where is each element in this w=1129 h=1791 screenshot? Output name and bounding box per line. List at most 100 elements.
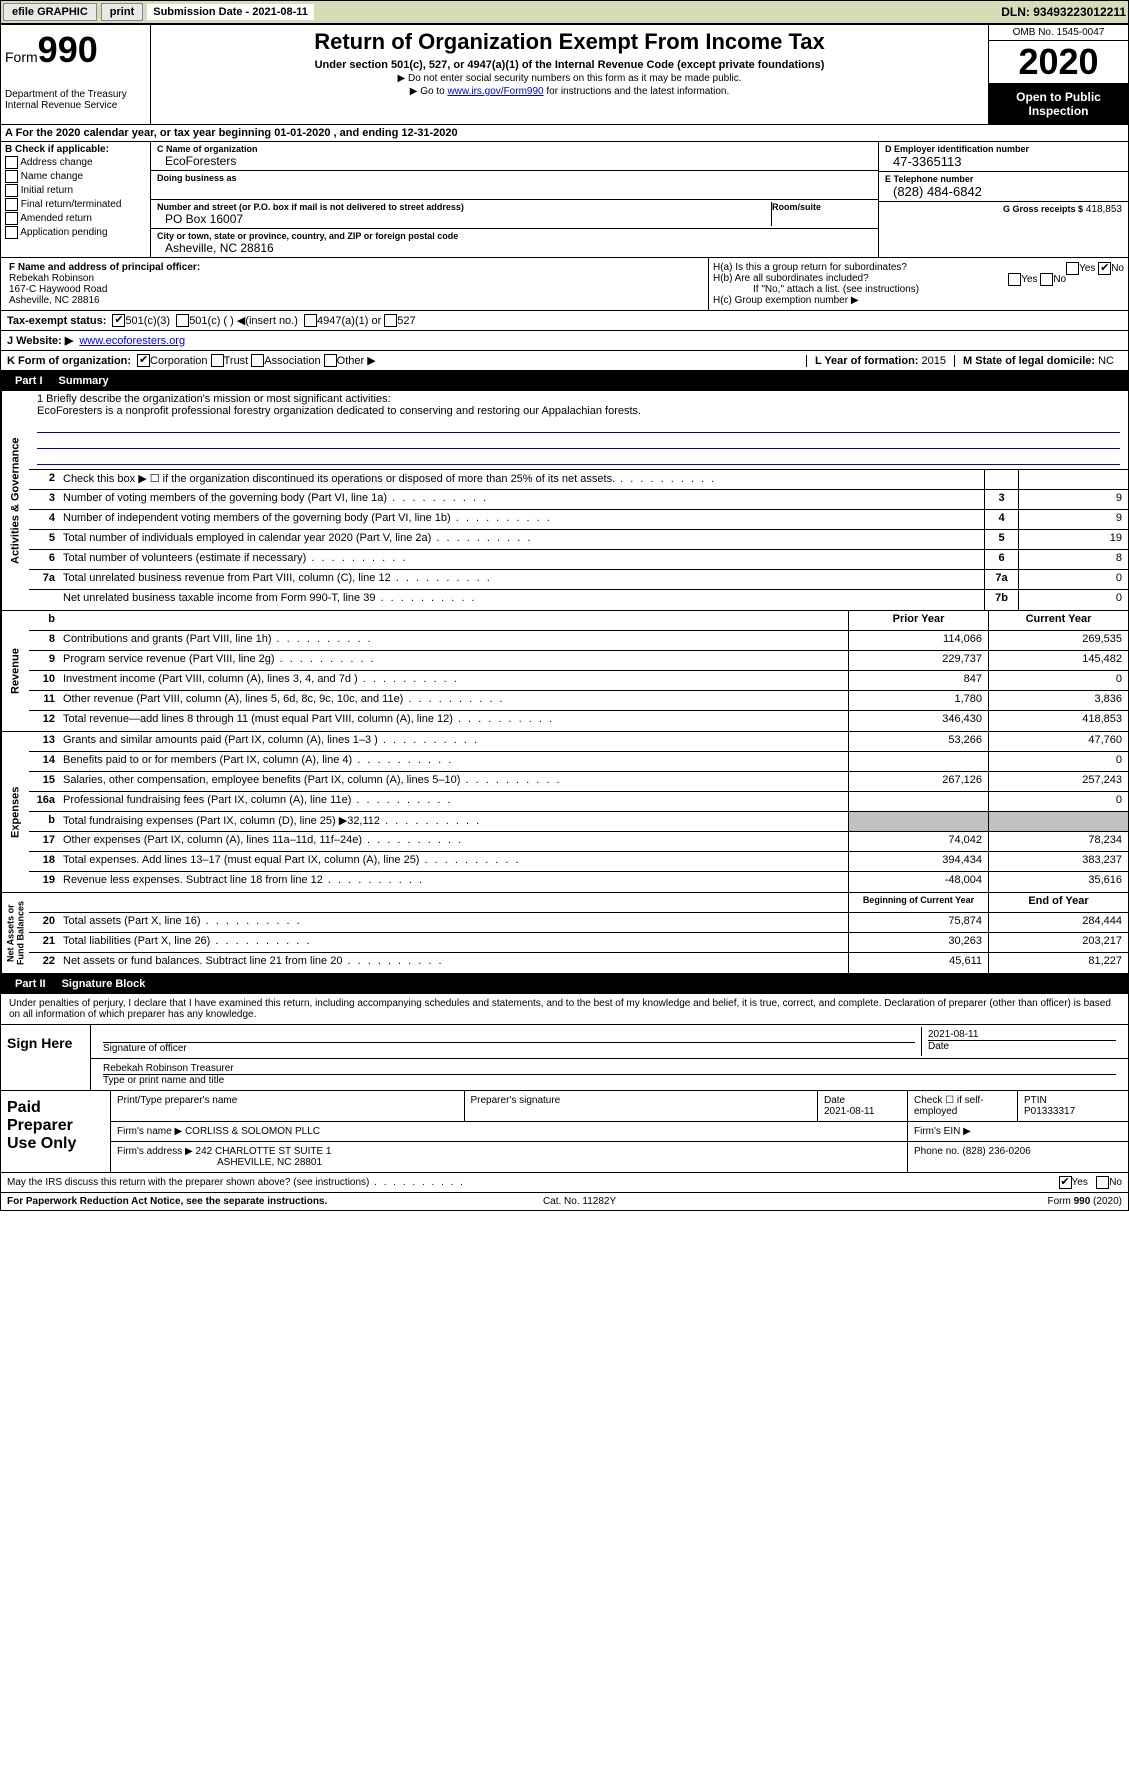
street-label: Number and street (or P.O. box if mail i… (157, 202, 771, 212)
cb-501c3[interactable]: ✔ (112, 314, 125, 327)
end-year-hdr: End of Year (988, 893, 1128, 912)
preparer-name-label: Print/Type preparer's name (111, 1091, 465, 1121)
website-link[interactable]: www.ecoforesters.org (79, 335, 185, 347)
table-row: 17Other expenses (Part IX, column (A), l… (29, 832, 1128, 852)
firm-ein-label: Firm's EIN ▶ (908, 1122, 1128, 1141)
print-button[interactable]: print (101, 3, 143, 21)
table-row: 19Revenue less expenses. Subtract line 1… (29, 872, 1128, 892)
cb-527[interactable] (384, 314, 397, 327)
cb-initial-return[interactable]: Initial return (5, 184, 146, 197)
cb-address-change[interactable]: Address change (5, 156, 146, 169)
cb-discuss-yes[interactable]: ✔ (1059, 1176, 1072, 1189)
na-header: Beginning of Current Year End of Year (29, 893, 1128, 913)
form-number: Form990 (5, 29, 146, 71)
mission-question: 1 Briefly describe the organization's mi… (37, 393, 1120, 405)
officer-name: Rebekah Robinson (9, 273, 700, 284)
tax-period: A For the 2020 calendar year, or tax yea… (1, 125, 1128, 142)
cb-501c[interactable] (176, 314, 189, 327)
gross-receipts-cell: G Gross receipts $ 418,853 (879, 202, 1128, 217)
firm-name-label: Firm's name ▶ (117, 1126, 182, 1137)
sig-name: Rebekah Robinson Treasurer (103, 1063, 1116, 1075)
hc-label: H(c) Group exemption number ▶ (713, 295, 1124, 306)
dba-cell: Doing business as (151, 171, 878, 200)
open-public-badge: Open to Public Inspection (989, 84, 1128, 124)
table-row: 16aProfessional fundraising fees (Part I… (29, 792, 1128, 812)
table-row: Net unrelated business taxable income fr… (29, 590, 1128, 610)
firm-phone: (828) 236-0206 (962, 1146, 1030, 1157)
form-subtitle: Under section 501(c), 527, or 4947(a)(1)… (155, 59, 984, 71)
revenue-section: Revenue b Prior Year Current Year 8Contr… (1, 611, 1128, 732)
side-governance: Activities & Governance (1, 391, 29, 610)
form-header: Form990 Department of the Treasury Inter… (1, 25, 1128, 125)
hb-question: H(b) Are all subordinates included? (713, 273, 869, 284)
sig-date-label: Date (928, 1041, 1116, 1052)
box-b: B Check if applicable: Address change Na… (1, 142, 151, 257)
cb-discuss-no[interactable] (1096, 1176, 1109, 1189)
street-value: PO Box 16007 (157, 212, 771, 226)
preparer-sig-label: Preparer's signature (465, 1091, 819, 1121)
omb-number: OMB No. 1545-0047 (989, 25, 1128, 41)
year-formation-label: L Year of formation: (815, 355, 919, 367)
org-name-cell: C Name of organization EcoForesters (151, 142, 878, 171)
table-row: 6Total number of volunteers (estimate if… (29, 550, 1128, 570)
officer-label: F Name and address of principal officer: (9, 262, 700, 273)
cat-no: Cat. No. 11282Y (543, 1196, 616, 1207)
ha-question: H(a) Is this a group return for subordin… (713, 262, 907, 273)
dln-label: DLN: 93493223012211 (1001, 5, 1126, 19)
k-label: K Form of organization: (7, 355, 131, 367)
cb-amended[interactable]: Amended return (5, 212, 146, 225)
cb-final-return[interactable]: Final return/terminated (5, 198, 146, 211)
dba-label: Doing business as (157, 173, 872, 183)
box-f: F Name and address of principal officer:… (1, 258, 708, 310)
cb-assoc[interactable] (251, 354, 264, 367)
cb-trust[interactable] (211, 354, 224, 367)
cb-4947[interactable] (304, 314, 317, 327)
ein-cell: D Employer identification number 47-3365… (879, 142, 1128, 172)
self-employed-label: Check ☐ if self-employed (908, 1091, 1018, 1121)
table-row: 9Program service revenue (Part VIII, lin… (29, 651, 1128, 671)
cb-other[interactable] (324, 354, 337, 367)
side-expenses: Expenses (1, 732, 29, 892)
table-row: 2Check this box ▶ ☐ if the organization … (29, 470, 1128, 490)
officer-addr2: Asheville, NC 28816 (9, 295, 700, 306)
form-ref: Form 990 (2020) (1047, 1196, 1121, 1207)
domicile: NC (1098, 355, 1114, 367)
table-row: 10Investment income (Part VIII, column (… (29, 671, 1128, 691)
tax-status-row: Tax-exempt status: ✔ 501(c)(3) 501(c) ( … (1, 311, 1128, 331)
mission-text: EcoForesters is a nonprofit professional… (37, 405, 1120, 417)
side-net-assets: Net Assets or Fund Balances (1, 893, 29, 973)
sig-officer-label: Signature of officer (103, 1043, 915, 1054)
sign-here-label: Sign Here (1, 1025, 91, 1090)
mission-block: 1 Briefly describe the organization's mi… (29, 391, 1128, 470)
table-row: 18Total expenses. Add lines 13–17 (must … (29, 852, 1128, 872)
prep-date-label: Date (824, 1095, 845, 1106)
room-label: Room/suite (772, 202, 872, 212)
entity-info: B Check if applicable: Address change Na… (1, 142, 1128, 258)
top-toolbar: efile GRAPHIC print Submission Date - 20… (0, 0, 1129, 24)
k-row: K Form of organization: ✔ Corporation Tr… (1, 351, 1128, 371)
begin-year-hdr: Beginning of Current Year (848, 893, 988, 912)
form-footer: For Paperwork Reduction Act Notice, see … (1, 1193, 1128, 1210)
irs-link[interactable]: www.irs.gov/Form990 (447, 86, 543, 97)
box-b-title: B Check if applicable: (5, 144, 146, 155)
cb-name-change[interactable]: Name change (5, 170, 146, 183)
fgh-section: F Name and address of principal officer:… (1, 258, 1128, 311)
ssn-note: ▶ Do not enter social security numbers o… (155, 73, 984, 84)
efile-button[interactable]: efile GRAPHIC (3, 3, 97, 21)
form-990: 990 (38, 29, 98, 70)
discuss-question: May the IRS discuss this return with the… (7, 1177, 465, 1188)
governance-section: Activities & Governance 1 Briefly descri… (1, 391, 1128, 611)
ptin-value: P01333317 (1024, 1106, 1075, 1117)
paid-preparer-label: Paid Preparer Use Only (1, 1091, 111, 1172)
ein-label: D Employer identification number (885, 144, 1122, 154)
firm-addr1: 242 CHARLOTTE ST SUITE 1 (196, 1146, 332, 1157)
website-label: J Website: ▶ (7, 334, 73, 347)
part1-num: Part I (7, 373, 51, 389)
table-row: 7aTotal unrelated business revenue from … (29, 570, 1128, 590)
city-cell: City or town, state or province, country… (151, 229, 878, 257)
city-value: Asheville, NC 28816 (157, 241, 872, 255)
cb-application-pending[interactable]: Application pending (5, 226, 146, 239)
city-label: City or town, state or province, country… (157, 231, 872, 241)
table-row: 13Grants and similar amounts paid (Part … (29, 732, 1128, 752)
cb-corp[interactable]: ✔ (137, 354, 150, 367)
